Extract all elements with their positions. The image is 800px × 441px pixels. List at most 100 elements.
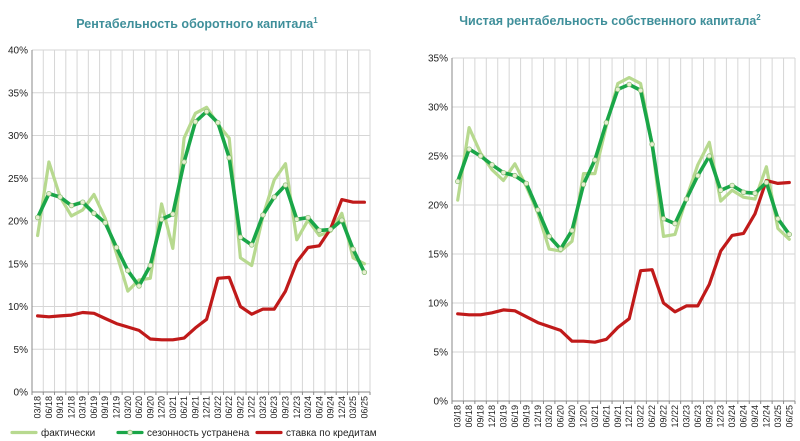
series-seasonally-adjusted-point <box>136 283 142 289</box>
x-tick-label: 09/20 <box>145 396 155 419</box>
x-tick-label: 03/23 <box>258 396 268 419</box>
series-seasonally-adjusted-point <box>113 244 120 251</box>
y-tick-label: 15% <box>8 259 28 270</box>
x-tick-label: 06/24 <box>739 405 749 428</box>
legend-item-seasonally-adjusted: сезонность устранена <box>116 428 250 439</box>
series-seasonally-adjusted-point <box>660 216 667 222</box>
chart-net-equity-return: Чистая рентабельность собственного капит… <box>428 13 796 428</box>
x-tick-label: 03/21 <box>590 405 600 428</box>
x-tick-label: 12/21 <box>202 396 212 419</box>
chart-title-text: Рентабельность оборотного капитала <box>76 17 314 31</box>
x-tick-label: 09/23 <box>281 396 291 419</box>
series-seasonally-adjusted-point <box>327 226 334 233</box>
x-tick-label: 09/18 <box>55 396 65 419</box>
series-loan-rate-line <box>456 178 791 344</box>
x-tick-label: 09/23 <box>704 405 714 428</box>
series-seasonally-adjusted-point <box>305 214 311 221</box>
series-seasonally-adjusted-point <box>672 220 678 227</box>
series-seasonally-adjusted-point <box>102 220 108 226</box>
x-tick-label: 09/20 <box>567 405 577 428</box>
x-tick-label: 06/23 <box>693 405 703 428</box>
series-seasonally-adjusted-point <box>455 178 461 185</box>
series-seasonally-adjusted-point <box>170 211 176 217</box>
x-tick-label: 12/21 <box>624 405 634 428</box>
series-seasonally-adjusted-point <box>361 269 368 275</box>
x-tick-label: 06/19 <box>89 396 99 419</box>
x-tick-label: 12/24 <box>761 405 771 428</box>
x-tick-label: 12/19 <box>112 396 122 419</box>
x-tick-label: 03/21 <box>168 396 178 419</box>
series-seasonally-adjusted-point <box>695 172 701 179</box>
series-seasonally-adjusted-point <box>580 181 587 188</box>
series-seasonally-adjusted-point <box>203 108 210 115</box>
x-tick-label: 06/21 <box>601 405 611 428</box>
x-tick-label: 03/20 <box>123 396 133 419</box>
x-tick-label: 03/25 <box>773 405 783 428</box>
x-tick-label: 12/23 <box>292 396 302 419</box>
series-actual-line <box>35 105 366 293</box>
series-seasonally-adjusted-point <box>34 214 41 221</box>
x-tick-label: 09/24 <box>750 405 760 428</box>
legend-label: фактически <box>41 427 95 439</box>
legend-label: ставка по кредитам <box>286 428 377 439</box>
y-tick-label: 5% <box>14 345 29 356</box>
series-seasonally-adjusted-point <box>489 162 495 168</box>
series-seasonally-adjusted-point <box>57 194 63 200</box>
y-tick-label: 15% <box>428 250 448 261</box>
y-tick-label: 20% <box>8 217 28 228</box>
series-seasonally-adjusted-point <box>339 217 345 223</box>
x-tick-label: 03/22 <box>636 405 646 428</box>
chart-title-superscript: 1 <box>313 16 318 25</box>
x-tick-label: 12/19 <box>533 405 543 428</box>
series-seasonally-adjusted-point <box>569 227 575 234</box>
x-tick-label: 12/20 <box>578 405 588 428</box>
y-tick-label: 5% <box>434 348 449 359</box>
y-tick-label: 0% <box>434 397 449 408</box>
x-tick-label: 03/23 <box>681 405 691 428</box>
y-tick-label: 10% <box>8 302 28 313</box>
series-seasonally-adjusted-point <box>615 86 621 93</box>
x-tick-label: 12/20 <box>157 396 167 419</box>
series-seasonally-adjusted-point <box>740 189 747 195</box>
x-tick-label: 09/24 <box>326 396 336 419</box>
y-tick-label: 25% <box>8 174 28 185</box>
x-tick-label: 06/22 <box>647 405 657 428</box>
y-tick-label: 0% <box>14 388 29 399</box>
x-tick-label: 03/18 <box>33 396 43 419</box>
x-tick-label: 03/24 <box>303 396 313 419</box>
series-seasonally-adjusted-point <box>237 234 244 240</box>
x-tick-label: 06/23 <box>269 396 279 419</box>
series-seasonally-adjusted-point <box>125 267 131 274</box>
series-seasonally-adjusted-point <box>477 153 484 159</box>
x-tick-label: 06/25 <box>359 396 369 419</box>
legend-item-loan-rate: ставка по кредитам <box>255 428 377 439</box>
x-tick-label: 09/22 <box>235 396 245 419</box>
x-tick-label: 09/21 <box>613 405 623 428</box>
y-tick-label: 35% <box>8 88 28 99</box>
x-tick-label: 06/21 <box>179 396 189 419</box>
x-tick-label: 06/20 <box>134 396 144 419</box>
legend: фактически сезонность устранена ставка по … <box>10 427 377 439</box>
y-tick-label: 10% <box>428 299 448 310</box>
x-tick-label: 12/22 <box>670 405 680 428</box>
x-tick-label: 12/23 <box>716 405 726 428</box>
y-tick-label: 30% <box>8 131 28 142</box>
y-tick-label: 20% <box>428 201 448 212</box>
series-actual-line <box>456 75 791 253</box>
series-seasonally-adjusted-point <box>683 196 690 202</box>
series-seasonally-adjusted-point <box>215 119 221 126</box>
x-tick-label: 12/22 <box>247 396 257 419</box>
series-seasonally-adjusted-point <box>649 141 655 147</box>
chart-title: Чистая рентабельность собственного капит… <box>459 13 761 28</box>
series-loan-rate-line <box>35 198 366 342</box>
series-seasonally-adjusted-point <box>523 180 530 187</box>
series-seasonally-adjusted-point <box>763 179 770 186</box>
legend-marker <box>127 429 133 436</box>
chart-title-superscript: 2 <box>756 13 761 22</box>
x-tick-label: 03/19 <box>78 396 88 419</box>
x-tick-label: 09/18 <box>476 405 486 428</box>
x-tick-label: 03/25 <box>348 396 358 419</box>
y-tick-label: 25% <box>428 152 448 163</box>
series-seasonally-adjusted-point <box>786 231 792 238</box>
